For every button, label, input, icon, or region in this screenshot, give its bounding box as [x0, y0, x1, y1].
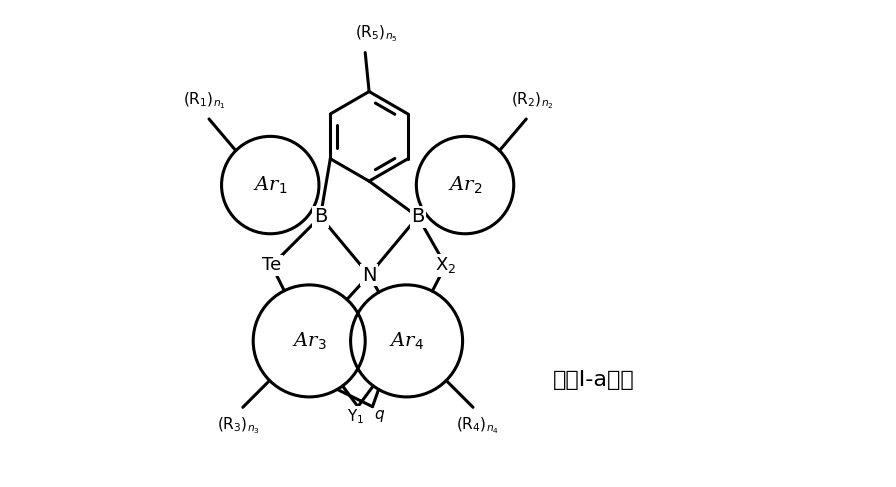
Text: (R$_4$)$_{n_4}$: (R$_4$)$_{n_4}$	[456, 415, 499, 436]
Text: X$_2$: X$_2$	[435, 255, 456, 276]
Text: (R$_3$)$_{n_3}$: (R$_3$)$_{n_3}$	[218, 415, 261, 436]
Text: Ar$_4$: Ar$_4$	[389, 330, 424, 352]
Text: (R$_1$)$_{n_1}$: (R$_1$)$_{n_1}$	[183, 90, 226, 111]
Text: N: N	[362, 265, 376, 285]
Text: 式（I-a）；: 式（I-a）；	[553, 370, 635, 390]
Text: (R$_2$)$_{n_2}$: (R$_2$)$_{n_2}$	[511, 90, 554, 111]
Text: Y$_1$: Y$_1$	[347, 407, 364, 426]
Text: Ar$_2$: Ar$_2$	[448, 174, 482, 196]
Text: Ar$_1$: Ar$_1$	[253, 174, 288, 196]
Text: $q$: $q$	[375, 409, 385, 424]
Text: Ar$_3$: Ar$_3$	[292, 330, 326, 352]
Text: Te: Te	[263, 257, 281, 274]
Text: (R$_5$)$_{n_5}$: (R$_5$)$_{n_5}$	[355, 24, 397, 44]
Text: B: B	[314, 207, 327, 226]
Text: B: B	[411, 207, 425, 226]
